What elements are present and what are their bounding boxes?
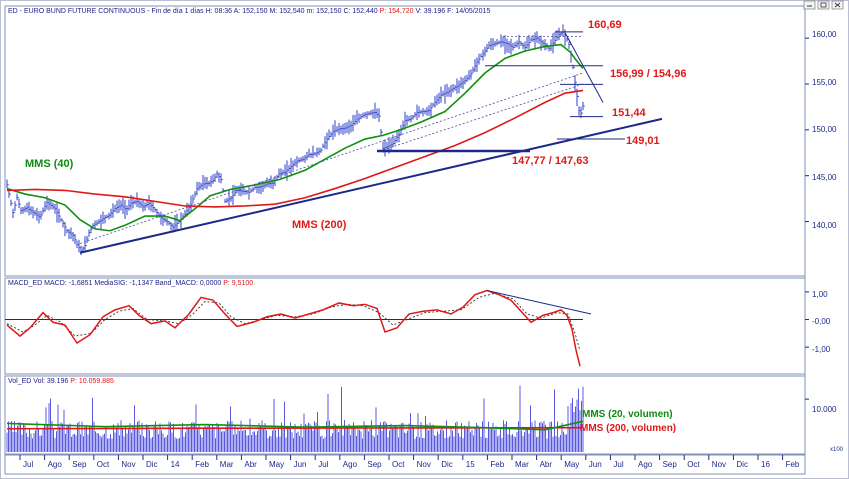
macd-line [6, 289, 581, 367]
month-label: Mar [515, 460, 529, 469]
y-tick-150: 150,00 [812, 125, 837, 134]
month-label: Sep [72, 460, 87, 469]
y-tick-160: 160,00 [812, 30, 837, 39]
month-label: Sep [367, 460, 382, 469]
label-peak: 160,69 [588, 19, 622, 31]
label-mms200: MMS (200) [292, 219, 347, 231]
macd-tick-0: -0,00 [812, 317, 831, 326]
month-label: Dic [441, 460, 453, 469]
label-last: 151,44 [612, 107, 647, 119]
label-mms40: MMS (40) [25, 158, 74, 170]
x-axis[interactable] [4, 454, 806, 475]
month-label: May [269, 460, 284, 469]
month-label: Oct [687, 460, 700, 469]
label-mms20v: MMS (20, volumen) [582, 409, 673, 420]
macd-downtrend-line [486, 290, 592, 315]
label-range: 156,99 / 154,96 [610, 68, 686, 80]
month-label: Jun [589, 460, 602, 469]
macd-tick-minus1: -1,00 [812, 345, 831, 354]
month-label: Oct [392, 460, 405, 469]
month-label: Ago [48, 460, 63, 469]
maximize-icon [820, 2, 827, 8]
label-support: 149,01 [626, 135, 660, 147]
month-label: Ago [638, 460, 653, 469]
minimize-button[interactable] [803, 0, 816, 10]
month-label: Jul [318, 460, 328, 469]
dotted-trend-line [382, 83, 584, 151]
month-label: Nov [712, 460, 726, 469]
month-label: Dic [146, 460, 158, 469]
mms40-line [6, 43, 584, 232]
month-label: Dic [736, 460, 748, 469]
month-label: Nov [417, 460, 431, 469]
month-label: Sep [663, 460, 678, 469]
y-tick-155: 155,00 [812, 78, 837, 87]
downtrend-line [564, 32, 604, 103]
macd-tick-1: 1,00 [812, 290, 828, 299]
month-label: 15 [466, 460, 475, 469]
month-label: Abr [540, 460, 553, 469]
dotted-trend-line [79, 72, 584, 244]
macd-panel [4, 277, 806, 375]
month-label: Jul [23, 460, 33, 469]
month-label: 16 [761, 460, 770, 469]
month-label: Jul [613, 460, 623, 469]
y-tick-145: 145,00 [812, 173, 837, 182]
vol-scale-label: x100 [830, 447, 844, 453]
label-lows: 147,77 / 147,63 [512, 155, 588, 167]
month-label: Nov [121, 460, 135, 469]
month-label: Jun [294, 460, 307, 469]
macd-signal-line [6, 292, 581, 351]
month-label: Mar [220, 460, 234, 469]
month-label: Feb [195, 460, 209, 469]
volume-header: Vol_ED Vol: 39.196 P: 10.059.885 [8, 378, 114, 385]
maximize-button[interactable] [817, 0, 830, 10]
vol-tick-10000: 10.000 [812, 405, 837, 414]
macd-header: MACD_ED MACD: -1,6851 MediaSIG: -1,1347 … [8, 280, 253, 287]
close-icon [834, 2, 841, 8]
mms200-line [6, 89, 584, 208]
month-label: Abr [244, 460, 257, 469]
price-panel [4, 5, 806, 277]
month-label: Oct [97, 460, 110, 469]
month-label: Feb [786, 460, 800, 469]
long-uptrend-line [79, 117, 663, 254]
month-label: Feb [490, 460, 504, 469]
price-header: ED - EURO BUND FUTURE CONTINUOUS - Fin d… [8, 8, 490, 15]
mms20-volume-line [6, 420, 584, 431]
window-buttons[interactable] [803, 0, 844, 10]
month-label: Ago [343, 460, 358, 469]
month-label: 14 [171, 460, 180, 469]
month-label: May [564, 460, 579, 469]
label-mms200v: MMS (200, volumen) [580, 423, 676, 434]
y-tick-140: 140,00 [812, 221, 837, 230]
